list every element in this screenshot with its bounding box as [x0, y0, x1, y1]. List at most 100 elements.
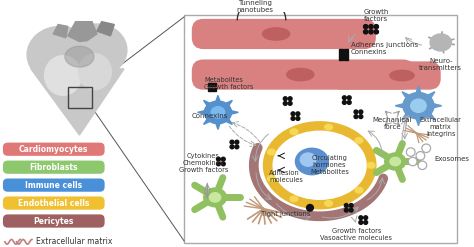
Ellipse shape: [273, 131, 366, 199]
FancyBboxPatch shape: [192, 19, 376, 49]
Polygon shape: [215, 95, 221, 105]
Circle shape: [349, 208, 353, 212]
Circle shape: [406, 148, 415, 156]
Circle shape: [283, 97, 287, 101]
Text: Extracellular matrix: Extracellular matrix: [36, 237, 112, 246]
Text: Metabolites
Growth factors: Metabolites Growth factors: [204, 77, 254, 90]
Circle shape: [364, 216, 368, 220]
FancyBboxPatch shape: [3, 179, 105, 192]
Text: Tight junctions: Tight junctions: [261, 211, 310, 217]
Ellipse shape: [430, 34, 451, 51]
Text: Circulating
hormones
Metabolites: Circulating hormones Metabolites: [310, 155, 349, 175]
Circle shape: [296, 112, 300, 116]
FancyBboxPatch shape: [3, 161, 105, 174]
Ellipse shape: [385, 153, 406, 170]
Polygon shape: [428, 103, 442, 109]
Ellipse shape: [325, 124, 332, 130]
Text: Endothelial cells: Endothelial cells: [18, 199, 89, 207]
Polygon shape: [203, 100, 214, 109]
Ellipse shape: [410, 99, 426, 112]
Circle shape: [288, 102, 292, 105]
Circle shape: [217, 157, 220, 161]
Circle shape: [354, 115, 358, 119]
Text: Immune cells: Immune cells: [25, 181, 82, 190]
Ellipse shape: [204, 188, 227, 207]
Ellipse shape: [290, 196, 298, 202]
Ellipse shape: [287, 68, 314, 81]
Ellipse shape: [204, 101, 231, 124]
Ellipse shape: [390, 70, 414, 81]
Circle shape: [235, 145, 239, 149]
Circle shape: [345, 204, 348, 207]
Polygon shape: [402, 92, 414, 102]
Polygon shape: [415, 114, 422, 125]
Ellipse shape: [390, 157, 401, 166]
Ellipse shape: [65, 46, 94, 67]
Ellipse shape: [325, 201, 332, 206]
Polygon shape: [227, 110, 238, 115]
Circle shape: [364, 30, 368, 34]
FancyBboxPatch shape: [192, 60, 415, 90]
Circle shape: [283, 102, 287, 105]
Ellipse shape: [211, 107, 225, 118]
Circle shape: [307, 205, 313, 211]
Circle shape: [342, 101, 346, 104]
Circle shape: [422, 144, 430, 153]
Ellipse shape: [264, 122, 376, 209]
Circle shape: [296, 117, 300, 120]
Text: Extracellular
matrix
Integrins: Extracellular matrix Integrins: [420, 118, 462, 138]
Polygon shape: [415, 86, 422, 97]
Polygon shape: [395, 103, 408, 109]
Circle shape: [359, 115, 363, 119]
Circle shape: [291, 112, 295, 116]
Ellipse shape: [267, 149, 275, 155]
Ellipse shape: [267, 176, 275, 181]
Bar: [68, 87, 92, 108]
Circle shape: [416, 152, 425, 160]
Ellipse shape: [263, 28, 290, 40]
Ellipse shape: [45, 56, 82, 95]
Circle shape: [291, 117, 295, 120]
FancyBboxPatch shape: [3, 143, 105, 156]
Bar: [208, 88, 216, 91]
Bar: [208, 83, 216, 86]
Bar: [184, 15, 457, 243]
Circle shape: [345, 208, 348, 212]
Text: Growth
factors: Growth factors: [363, 9, 389, 22]
Ellipse shape: [355, 138, 363, 143]
Circle shape: [217, 162, 220, 166]
Circle shape: [374, 24, 378, 29]
Polygon shape: [53, 24, 68, 38]
Text: Cardiomyocytes: Cardiomyocytes: [18, 145, 88, 154]
Circle shape: [288, 97, 292, 101]
Ellipse shape: [67, 24, 127, 76]
Circle shape: [364, 221, 368, 224]
Polygon shape: [222, 116, 232, 124]
Ellipse shape: [367, 163, 375, 168]
Polygon shape: [222, 100, 232, 109]
Circle shape: [418, 161, 427, 169]
Circle shape: [349, 204, 353, 207]
Text: Adherens junctions
Connexins: Adherens junctions Connexins: [351, 42, 418, 55]
Text: Cytokines
Chemokines
Growth factors: Cytokines Chemokines Growth factors: [179, 153, 228, 173]
Circle shape: [347, 101, 351, 104]
Circle shape: [235, 140, 239, 144]
Text: Neuro-
transmitters: Neuro- transmitters: [419, 58, 462, 71]
Polygon shape: [423, 92, 435, 102]
Polygon shape: [68, 22, 97, 41]
Text: Mechanical
force: Mechanical force: [373, 117, 412, 130]
Ellipse shape: [27, 26, 93, 83]
Text: Adhesion
molecules: Adhesion molecules: [269, 170, 303, 183]
Text: Exosomes: Exosomes: [434, 156, 469, 162]
Text: Connexins: Connexins: [192, 113, 228, 119]
Circle shape: [221, 162, 225, 166]
Circle shape: [342, 96, 346, 100]
Polygon shape: [423, 110, 435, 120]
Circle shape: [369, 24, 373, 29]
Text: Fibroblasts: Fibroblasts: [29, 163, 78, 172]
Circle shape: [369, 30, 373, 34]
Text: Tunneling
nanotubes: Tunneling nanotubes: [236, 0, 273, 13]
Ellipse shape: [79, 54, 111, 90]
Text: Growth factors
Vasoactive molecules: Growth factors Vasoactive molecules: [320, 228, 392, 241]
Circle shape: [354, 110, 358, 114]
